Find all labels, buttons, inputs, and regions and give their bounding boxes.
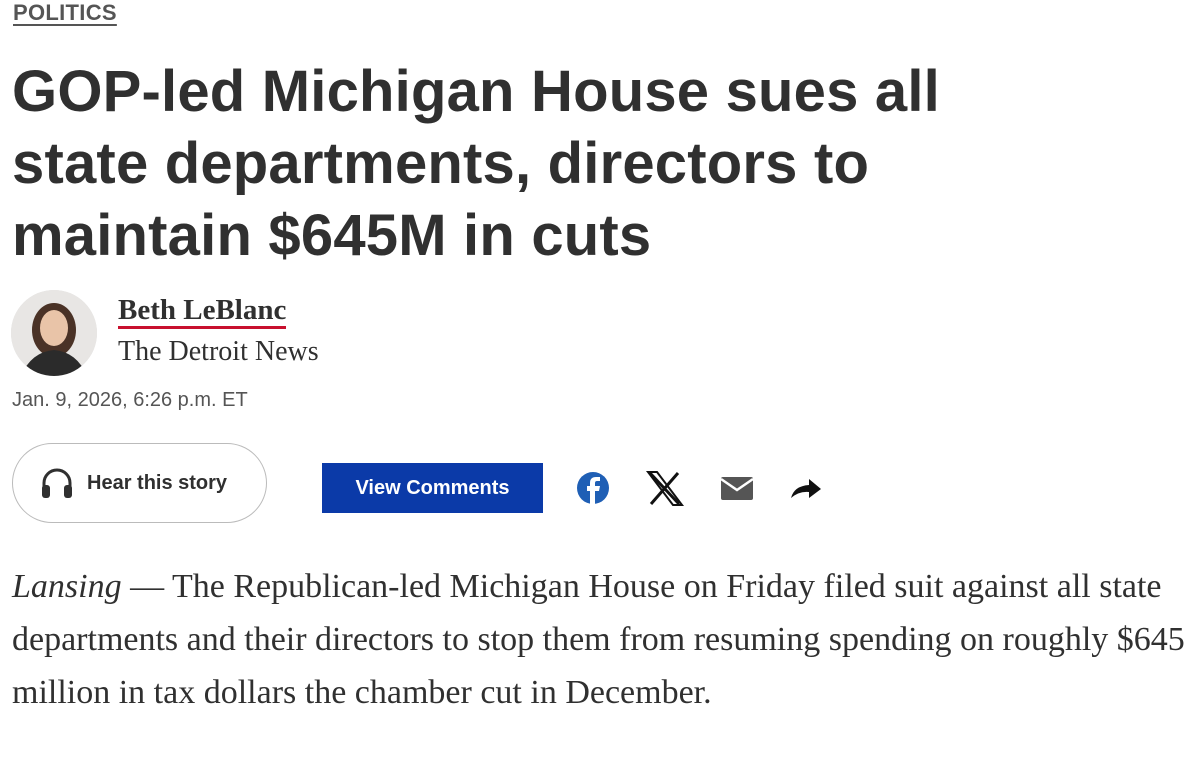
x-icon[interactable] [645, 471, 685, 506]
listen-button[interactable]: Hear this story [12, 443, 267, 523]
article-text: — The Republican-led Michigan House on F… [12, 568, 1185, 711]
share-icons [577, 471, 821, 506]
email-icon[interactable] [720, 477, 754, 500]
avatar-image [11, 290, 97, 376]
comments-button[interactable]: View Comments [322, 463, 543, 513]
headline: GOP-led Michigan House sues all state de… [12, 59, 940, 268]
author-name[interactable]: Beth LeBlanc [118, 294, 287, 329]
headphones-icon [42, 468, 72, 498]
outlet: The Detroit News [118, 336, 319, 367]
facebook-icon[interactable] [577, 472, 609, 504]
author-photo[interactable] [11, 290, 97, 376]
publish-date: Jan. 9, 2026, 6:26 p.m. ET [12, 389, 248, 411]
share-icon[interactable] [791, 479, 821, 498]
dateline: Lansing [12, 568, 122, 605]
section-label[interactable]: POLITICS [13, 0, 117, 25]
article-paragraph: Lansing — The Republican-led Michigan Ho… [12, 560, 1200, 719]
listen-label: Hear this story [87, 471, 228, 494]
